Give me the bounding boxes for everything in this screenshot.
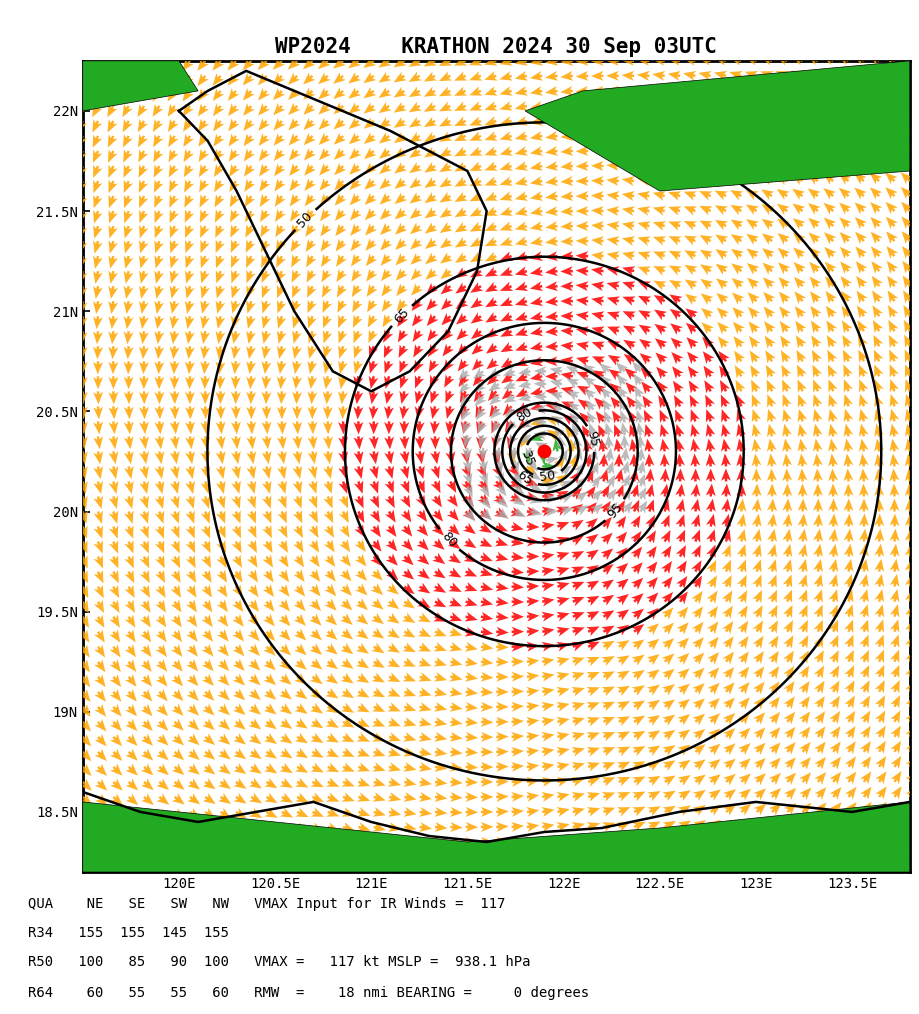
Text: 80: 80 (515, 406, 535, 425)
Text: R34   155  155  145  155: R34 155 155 145 155 (28, 926, 229, 940)
Text: 95: 95 (584, 430, 601, 448)
Polygon shape (525, 61, 910, 191)
Text: QUA    NE   SE   SW   NW   VMAX Input for IR Winds =  117: QUA NE SE SW NW VMAX Input for IR Winds … (28, 897, 505, 912)
Text: 95: 95 (606, 500, 626, 520)
Text: 65: 65 (391, 305, 412, 325)
Text: 80: 80 (438, 529, 459, 550)
Polygon shape (83, 802, 910, 872)
Title: WP2024    KRATHON 2024 30 Sep 03UTC: WP2024 KRATHON 2024 30 Sep 03UTC (276, 37, 717, 57)
Text: 50: 50 (539, 469, 557, 485)
Polygon shape (83, 61, 199, 111)
Text: R64    60   55   55   60   RMW  =    18 nmi BEARING =     0 degrees: R64 60 55 55 60 RMW = 18 nmi BEARING = 0… (28, 986, 589, 1000)
Text: 65: 65 (515, 468, 535, 489)
Text: 50: 50 (295, 209, 315, 230)
Text: R50   100   85   90  100   VMAX =   117 kt MSLP =  938.1 hPa: R50 100 85 90 100 VMAX = 117 kt MSLP = 9… (28, 955, 530, 969)
Text: 35: 35 (518, 448, 537, 468)
